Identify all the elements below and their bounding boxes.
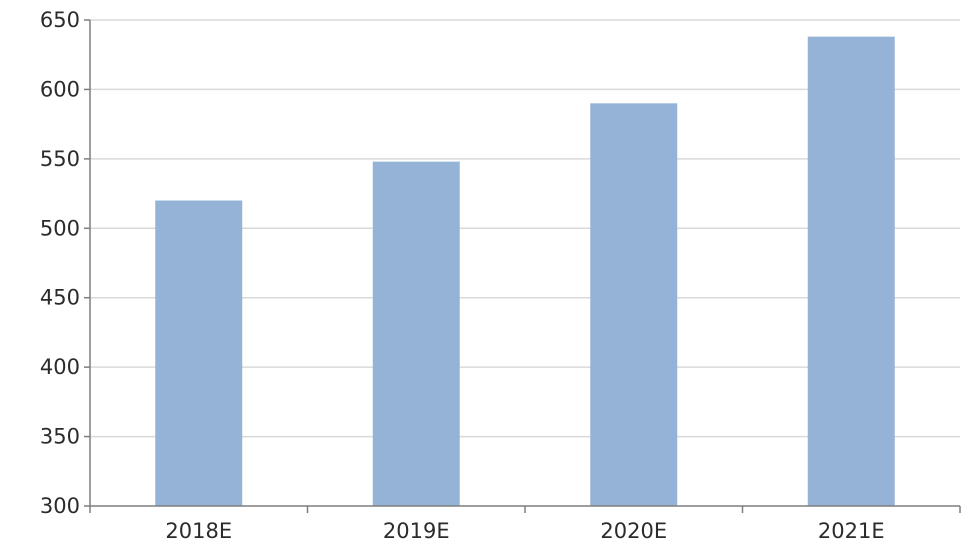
- x-tick-label: 2018E: [165, 519, 232, 543]
- bars: [155, 36, 895, 507]
- x-tick-label: 2019E: [383, 519, 450, 543]
- bar-2021E: [807, 36, 895, 507]
- y-tick-label: 450: [40, 286, 80, 310]
- x-tick-label: 2020E: [600, 519, 667, 543]
- y-tick-labels: 300 350 400 450 500 550 600 650: [40, 8, 80, 518]
- y-tick-label: 550: [40, 147, 80, 171]
- y-tick-label: 350: [40, 425, 80, 449]
- bar-2019E: [372, 161, 460, 507]
- y-tick-label: 650: [40, 8, 80, 32]
- x-tick-label: 2021E: [818, 519, 885, 543]
- y-tick-label: 500: [40, 216, 80, 240]
- axes: [84, 19, 961, 513]
- bar-2018E: [155, 200, 243, 506]
- y-tick-label: 600: [40, 77, 80, 101]
- y-tick-label: 300: [40, 494, 80, 518]
- y-tick-label: 400: [40, 355, 80, 379]
- x-tick-labels: 2018E 2019E 2020E 2021E: [165, 519, 884, 543]
- bar-2020E: [590, 103, 678, 507]
